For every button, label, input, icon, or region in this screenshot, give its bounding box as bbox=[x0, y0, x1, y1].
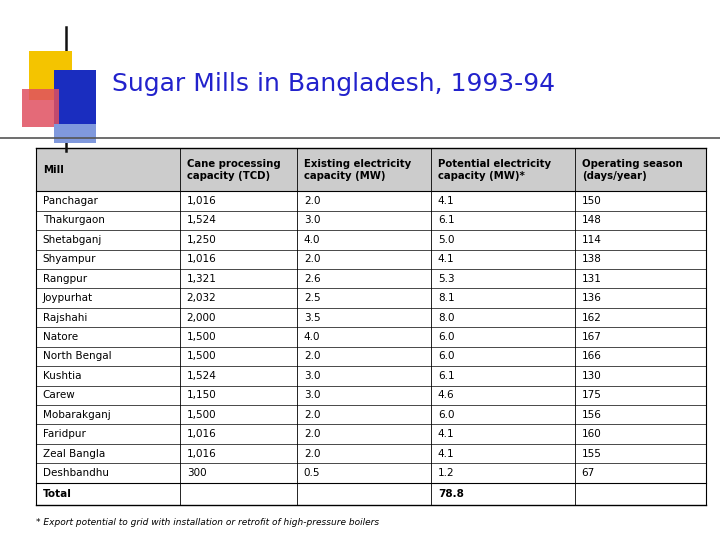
Text: Cane processing
capacity (TCD): Cane processing capacity (TCD) bbox=[186, 159, 280, 181]
Text: Sugar Mills in Bangladesh, 1993-94: Sugar Mills in Bangladesh, 1993-94 bbox=[112, 72, 554, 96]
Text: 4.6: 4.6 bbox=[438, 390, 454, 400]
Text: 1,016: 1,016 bbox=[186, 196, 217, 206]
Text: Carew: Carew bbox=[42, 390, 76, 400]
Text: 3.5: 3.5 bbox=[304, 313, 320, 322]
Text: 155: 155 bbox=[582, 449, 602, 458]
Text: Zeal Bangla: Zeal Bangla bbox=[42, 449, 105, 458]
Text: 2,032: 2,032 bbox=[186, 293, 217, 303]
Text: 4.1: 4.1 bbox=[438, 449, 454, 458]
Text: 4.1: 4.1 bbox=[438, 429, 454, 439]
Text: 0.5: 0.5 bbox=[304, 468, 320, 478]
Text: 6.0: 6.0 bbox=[438, 410, 454, 420]
Text: 2.0: 2.0 bbox=[304, 254, 320, 264]
Text: 4.0: 4.0 bbox=[304, 332, 320, 342]
Text: 6.0: 6.0 bbox=[438, 352, 454, 361]
Text: 6.0: 6.0 bbox=[438, 332, 454, 342]
Text: Operating season
(days/year): Operating season (days/year) bbox=[582, 159, 683, 181]
Text: Mill: Mill bbox=[42, 165, 63, 175]
Text: 1,150: 1,150 bbox=[186, 390, 217, 400]
Text: Thakurgaon: Thakurgaon bbox=[42, 215, 104, 225]
Text: Faridpur: Faridpur bbox=[42, 429, 86, 439]
Text: 162: 162 bbox=[582, 313, 602, 322]
Text: 136: 136 bbox=[582, 293, 602, 303]
Text: 6.1: 6.1 bbox=[438, 215, 454, 225]
Text: Shyampur: Shyampur bbox=[42, 254, 96, 264]
Text: 2.0: 2.0 bbox=[304, 196, 320, 206]
Text: 4.1: 4.1 bbox=[438, 196, 454, 206]
Text: Mobarakganj: Mobarakganj bbox=[42, 410, 110, 420]
Text: 156: 156 bbox=[582, 410, 602, 420]
Text: Panchagar: Panchagar bbox=[42, 196, 98, 206]
Text: 138: 138 bbox=[582, 254, 602, 264]
Text: North Bengal: North Bengal bbox=[42, 352, 112, 361]
Text: 5.0: 5.0 bbox=[438, 235, 454, 245]
Text: 5.3: 5.3 bbox=[438, 274, 454, 284]
Text: 2,000: 2,000 bbox=[186, 313, 216, 322]
Text: Rajshahi: Rajshahi bbox=[42, 313, 87, 322]
Text: Shetabganj: Shetabganj bbox=[42, 235, 102, 245]
Text: Natore: Natore bbox=[42, 332, 78, 342]
Bar bbox=[36, 148, 706, 191]
Text: 130: 130 bbox=[582, 371, 601, 381]
Text: 300: 300 bbox=[186, 468, 207, 478]
Text: 1,016: 1,016 bbox=[186, 449, 217, 458]
Text: 6.1: 6.1 bbox=[438, 371, 454, 381]
Text: 8.0: 8.0 bbox=[438, 313, 454, 322]
Text: 175: 175 bbox=[582, 390, 602, 400]
Text: Joypurhat: Joypurhat bbox=[42, 293, 93, 303]
Text: Total: Total bbox=[42, 489, 71, 499]
Text: 1.2: 1.2 bbox=[438, 468, 454, 478]
Text: 167: 167 bbox=[582, 332, 602, 342]
Text: 1,500: 1,500 bbox=[186, 332, 216, 342]
Text: 2.5: 2.5 bbox=[304, 293, 320, 303]
Text: 2.6: 2.6 bbox=[304, 274, 320, 284]
Text: 78.8: 78.8 bbox=[438, 489, 464, 499]
Text: Rangpur: Rangpur bbox=[42, 274, 87, 284]
Text: 1,524: 1,524 bbox=[186, 371, 217, 381]
Text: 2.0: 2.0 bbox=[304, 429, 320, 439]
Text: 3.0: 3.0 bbox=[304, 215, 320, 225]
Text: 148: 148 bbox=[582, 215, 602, 225]
Text: 8.1: 8.1 bbox=[438, 293, 454, 303]
Text: 4.1: 4.1 bbox=[438, 254, 454, 264]
Text: 1,016: 1,016 bbox=[186, 429, 217, 439]
Text: 160: 160 bbox=[582, 429, 601, 439]
Text: 1,500: 1,500 bbox=[186, 352, 216, 361]
Text: Kushtia: Kushtia bbox=[42, 371, 81, 381]
Text: 150: 150 bbox=[582, 196, 601, 206]
Text: 166: 166 bbox=[582, 352, 602, 361]
Text: 131: 131 bbox=[582, 274, 602, 284]
Text: 1,524: 1,524 bbox=[186, 215, 217, 225]
Text: 2.0: 2.0 bbox=[304, 352, 320, 361]
Text: 1,321: 1,321 bbox=[186, 274, 217, 284]
Bar bbox=[36, 483, 706, 505]
Text: 1,250: 1,250 bbox=[186, 235, 217, 245]
Text: 1,500: 1,500 bbox=[186, 410, 216, 420]
Text: 4.0: 4.0 bbox=[304, 235, 320, 245]
Text: * Export potential to grid with installation or retrofit of high-pressure boiler: * Export potential to grid with installa… bbox=[36, 518, 379, 527]
Text: 2.0: 2.0 bbox=[304, 410, 320, 420]
Text: 2.0: 2.0 bbox=[304, 449, 320, 458]
Text: Deshbandhu: Deshbandhu bbox=[42, 468, 109, 478]
Text: Existing electricity
capacity (MW): Existing electricity capacity (MW) bbox=[304, 159, 411, 181]
Text: 3.0: 3.0 bbox=[304, 371, 320, 381]
Text: Potential electricity
capacity (MW)*: Potential electricity capacity (MW)* bbox=[438, 159, 551, 181]
Text: 1,016: 1,016 bbox=[186, 254, 217, 264]
Text: 67: 67 bbox=[582, 468, 595, 478]
Text: 114: 114 bbox=[582, 235, 602, 245]
Text: 3.0: 3.0 bbox=[304, 390, 320, 400]
